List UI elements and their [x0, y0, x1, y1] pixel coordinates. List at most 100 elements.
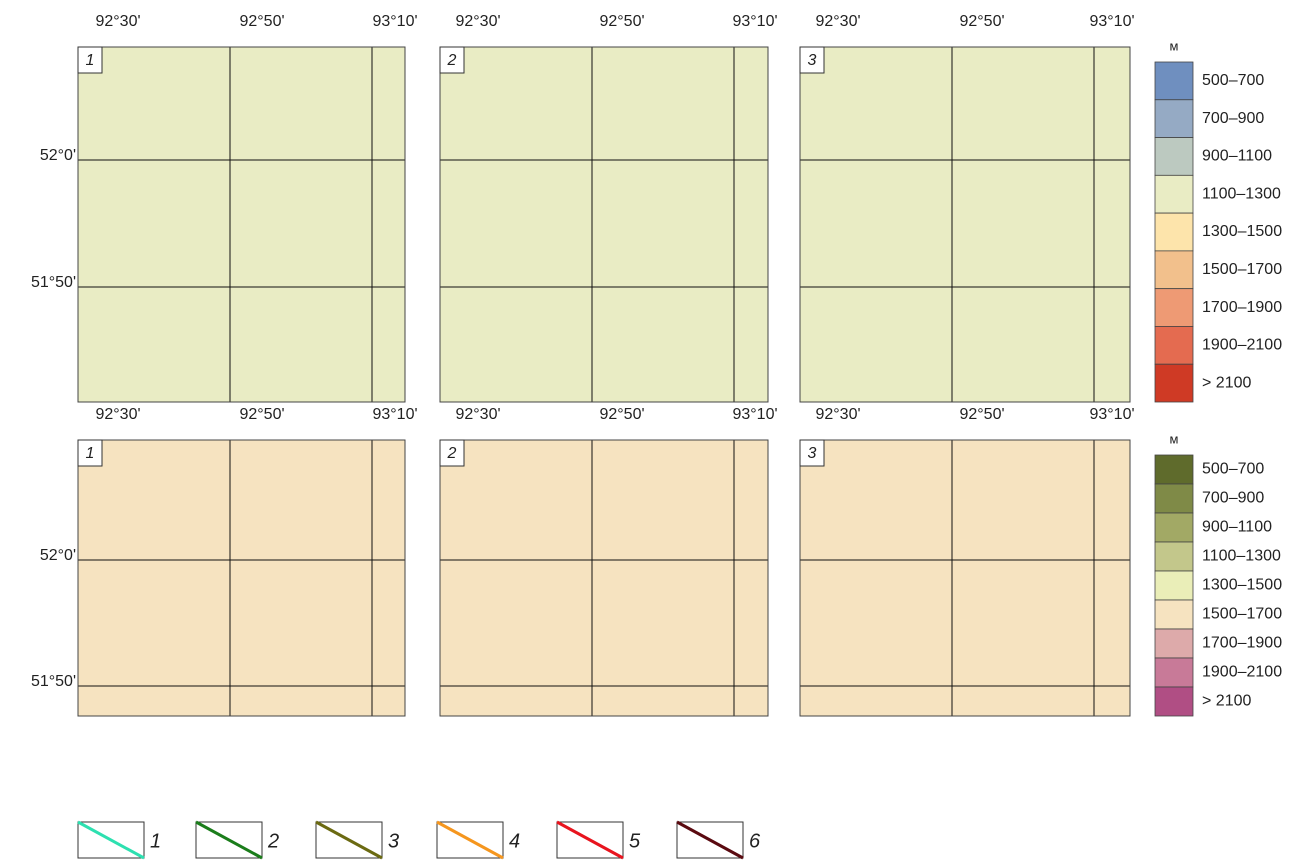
river	[764, 621, 806, 642]
map-bg	[440, 47, 768, 402]
legend-label: 1500–1700	[1202, 261, 1282, 278]
legend-swatch	[1155, 138, 1193, 176]
legend-swatch	[1155, 175, 1193, 213]
lon-label: 92°30'	[95, 13, 140, 30]
lon-label: 93°10'	[372, 406, 417, 423]
river	[783, 541, 790, 588]
line-legend-label: 2	[267, 830, 279, 852]
river	[772, 508, 793, 532]
river	[1139, 218, 1145, 257]
river	[770, 543, 779, 597]
legend-swatch	[1155, 455, 1193, 484]
lon-label: 93°10'	[732, 406, 777, 423]
river	[17, 110, 37, 122]
river	[402, 64, 442, 101]
lat-label: 52°0'	[40, 547, 76, 564]
line-legend-label: 6	[749, 830, 761, 852]
lon-label: 93°10'	[1089, 13, 1134, 30]
river	[26, 84, 45, 145]
lon-label: 92°50'	[239, 13, 284, 30]
lon-label: 92°30'	[815, 406, 860, 423]
map-bg	[800, 440, 1130, 716]
legend-swatch	[1155, 100, 1193, 138]
lat-label: 52°0'	[40, 147, 76, 164]
river	[46, 178, 75, 191]
river	[409, 47, 414, 110]
legend-label: 500–700	[1202, 72, 1264, 89]
legend-unit: м	[1170, 38, 1179, 53]
river	[779, 509, 783, 540]
legend-swatch	[1155, 326, 1193, 364]
lon-label: 93°10'	[1089, 406, 1134, 423]
legend-label: 900–1100	[1202, 148, 1272, 165]
river	[775, 30, 784, 91]
lon-label: 92°50'	[599, 406, 644, 423]
legend-swatch	[1155, 571, 1193, 600]
lon-label: 92°50'	[959, 13, 1004, 30]
river	[769, 450, 792, 500]
river	[1127, 271, 1155, 318]
legend-label: 1500–1700	[1202, 606, 1282, 623]
legend-swatch	[1155, 251, 1193, 289]
legend-swatch	[1155, 513, 1193, 542]
lat-label: 51°50'	[31, 673, 76, 690]
lon-label: 93°10'	[732, 13, 777, 30]
legend-swatch	[1155, 484, 1193, 513]
river	[1139, 295, 1156, 339]
river	[886, 421, 917, 427]
legend-label: > 2100	[1202, 693, 1251, 710]
river	[415, 629, 443, 674]
legend-label: 1700–1900	[1202, 635, 1282, 652]
legend-swatch	[1155, 600, 1193, 629]
legend-swatch	[1155, 364, 1193, 402]
river	[781, 522, 788, 577]
river	[787, 563, 797, 625]
river	[1000, 720, 1058, 741]
legend-swatch	[1155, 213, 1193, 251]
panel-number: 1	[86, 52, 95, 69]
map-bg	[78, 440, 405, 716]
legend-label: 700–900	[1202, 110, 1264, 127]
panel-number: 2	[447, 52, 457, 69]
river	[0, 190, 10, 238]
river	[1129, 233, 1158, 286]
lon-label: 92°50'	[599, 13, 644, 30]
legend-label: 500–700	[1202, 461, 1264, 478]
legend-label: 900–1100	[1202, 519, 1272, 536]
river	[405, 651, 428, 656]
river	[1131, 216, 1155, 218]
river	[924, 418, 949, 436]
river	[673, 0, 697, 7]
legend-label: 1300–1500	[1202, 577, 1282, 594]
river	[406, 546, 442, 564]
legend-label: 1900–2100	[1202, 337, 1282, 354]
river	[415, 668, 421, 691]
legend-swatch	[1155, 62, 1193, 100]
legend-swatch	[1155, 687, 1193, 716]
lon-label: 92°30'	[95, 406, 140, 423]
lon-label: 92°50'	[959, 406, 1004, 423]
map-bg	[800, 47, 1130, 402]
legend-label: 1700–1900	[1202, 299, 1282, 316]
legend-swatch	[1155, 629, 1193, 658]
legend-swatch	[1155, 542, 1193, 571]
river	[1133, 299, 1156, 331]
legend-label: 1100–1300	[1202, 548, 1281, 565]
legend-label: 1900–2100	[1202, 664, 1282, 681]
lon-label: 92°30'	[455, 13, 500, 30]
lon-label: 92°50'	[239, 406, 284, 423]
river	[683, 1, 703, 50]
legend-label: 700–900	[1202, 490, 1264, 507]
legend-label: 1300–1500	[1202, 223, 1282, 240]
legend-unit: м	[1170, 431, 1179, 446]
river	[409, 58, 437, 111]
lat-label: 51°50'	[31, 274, 76, 291]
panel-number: 3	[808, 445, 817, 462]
river	[406, 563, 444, 603]
lon-label: 92°30'	[815, 13, 860, 30]
river	[1140, 128, 1147, 183]
legend-swatch	[1155, 289, 1193, 327]
panel-number: 3	[808, 52, 817, 69]
lon-label: 93°10'	[372, 13, 417, 30]
line-legend-label: 3	[388, 830, 399, 852]
